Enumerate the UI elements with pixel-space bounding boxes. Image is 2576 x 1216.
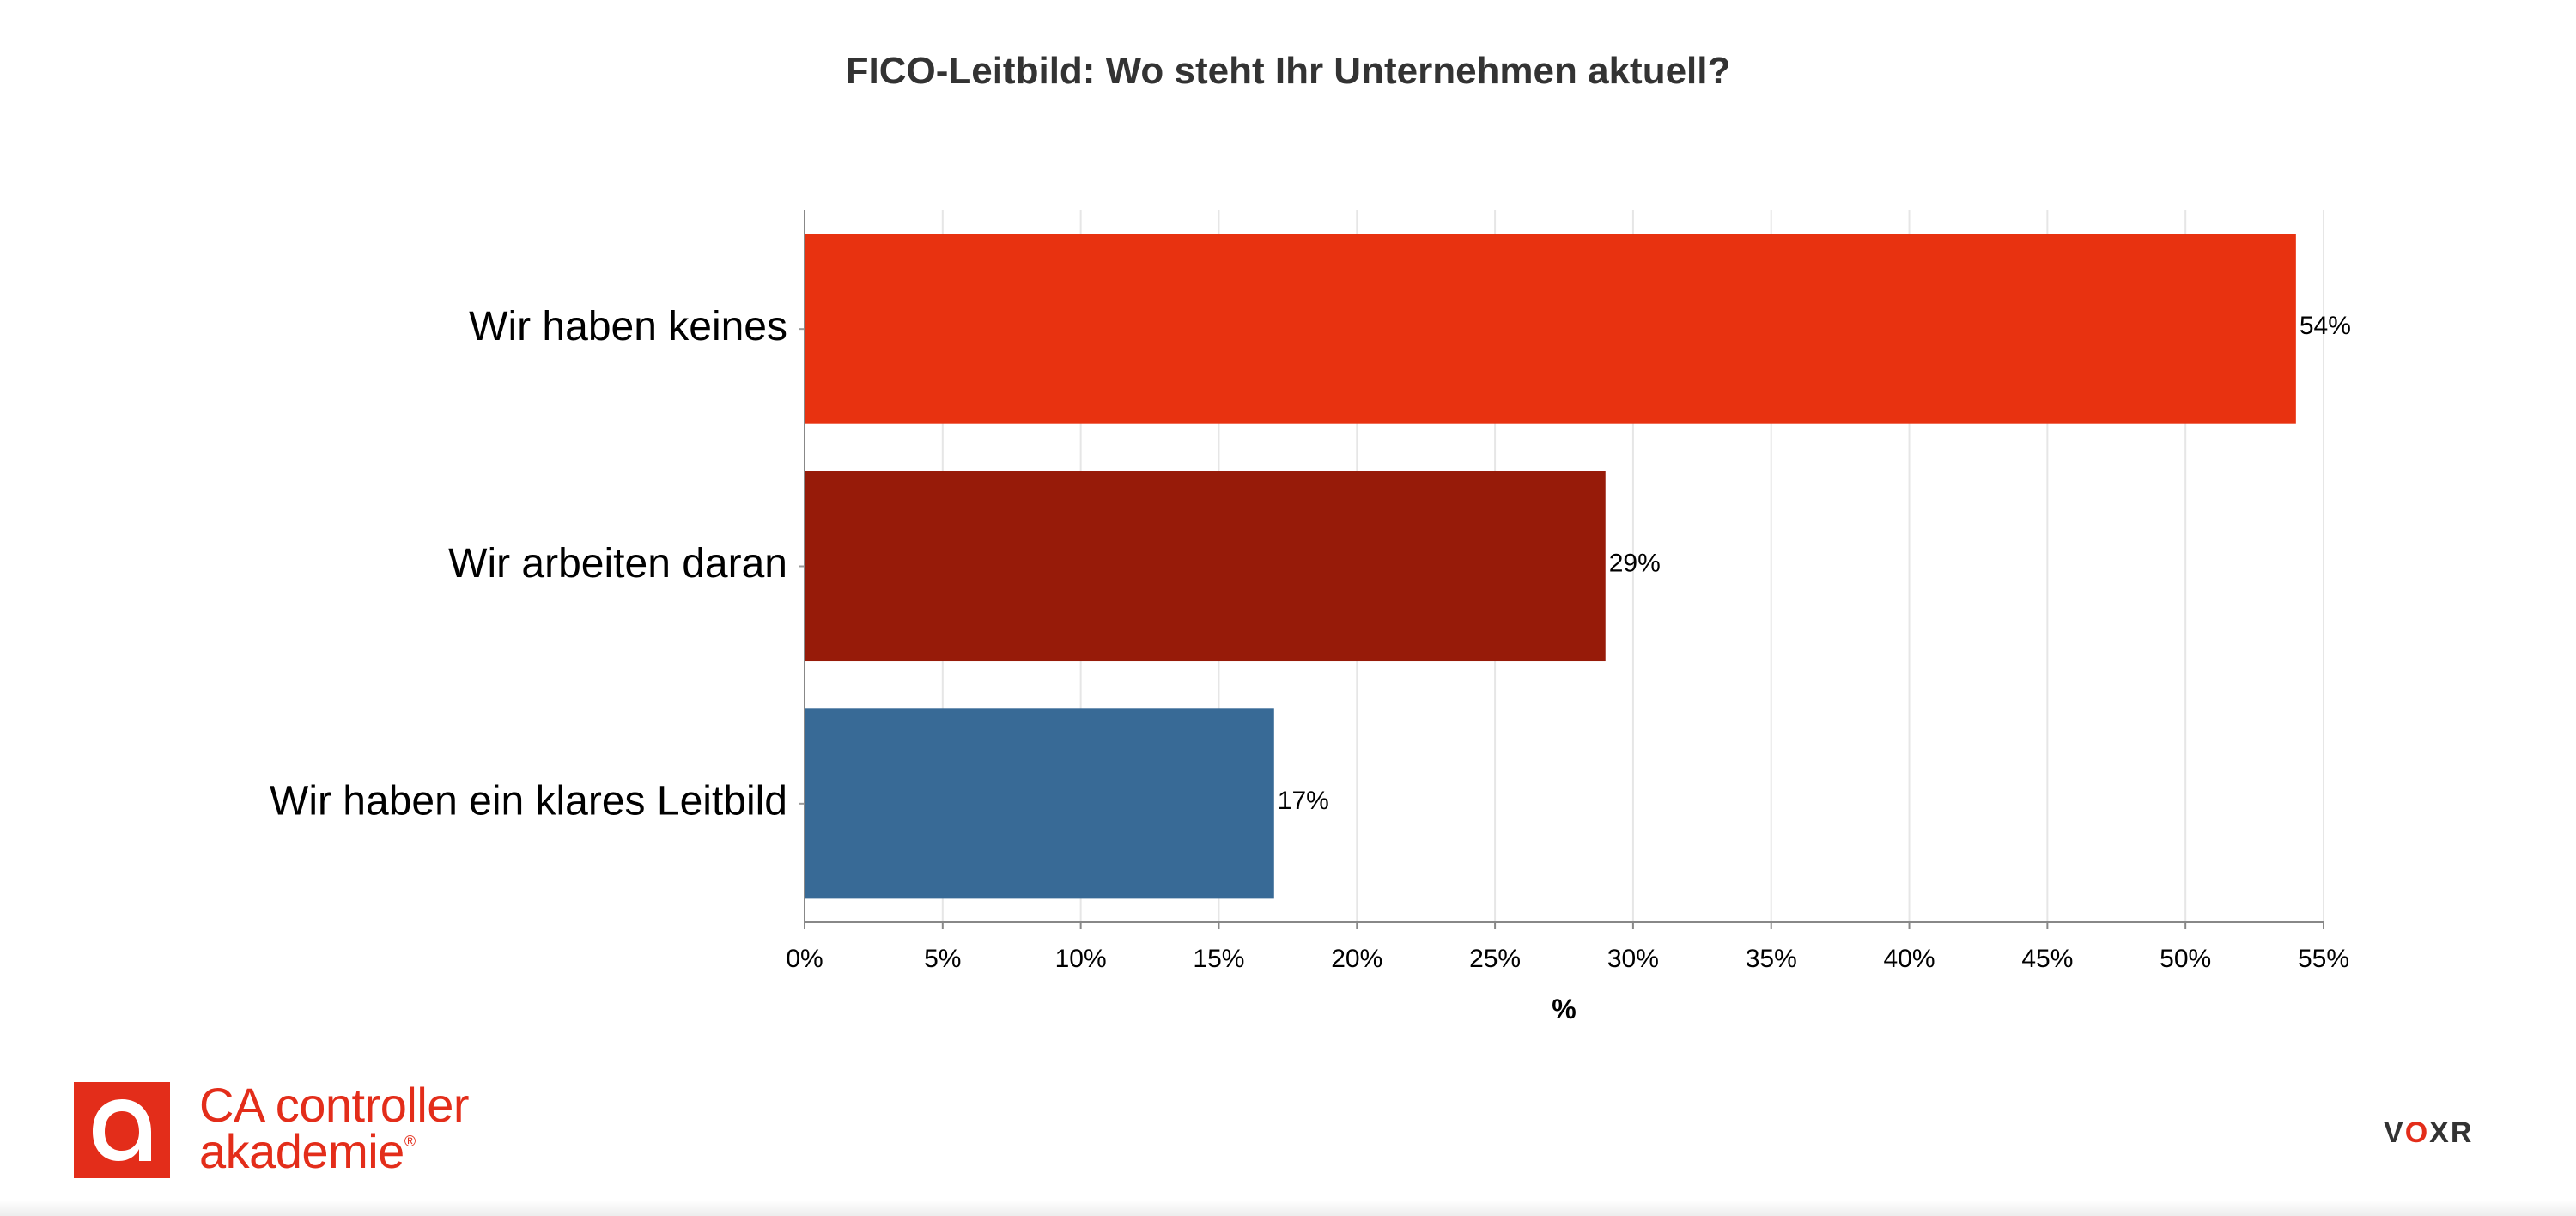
bar (805, 471, 1606, 662)
x-tick-label: 10% (1055, 945, 1107, 973)
bar (805, 234, 2296, 424)
x-tick-label: 35% (1746, 945, 1797, 973)
category-label: Wir haben keines (469, 304, 787, 350)
bar (805, 708, 1274, 899)
voxr-letters-xr: XR (2429, 1116, 2474, 1149)
registered-mark: ® (404, 1133, 416, 1150)
logo-text-line1: CA controller (199, 1078, 470, 1132)
x-tick-label: 0% (786, 945, 823, 973)
x-tick-label: 30% (1607, 945, 1659, 973)
category-label: Wir haben ein klares Leitbild (270, 779, 787, 824)
x-tick-label: 50% (2160, 945, 2211, 973)
bar-chart: 54% Wir haben keines 29% Wir arbeiten daran… (270, 210, 2351, 1024)
x-tick-label: 20% (1331, 945, 1382, 973)
data-label: 29% (1609, 549, 1661, 577)
logo-text-line2: akademie (199, 1124, 404, 1178)
x-axis-title: % (1552, 994, 1576, 1024)
x-tick-label: 25% (1469, 945, 1521, 973)
category-label: Wir arbeiten daran (448, 541, 787, 587)
voxr-letter-o: O (2404, 1116, 2430, 1149)
voxr-letter-v: V (2384, 1116, 2405, 1149)
x-tick-label: 55% (2298, 945, 2349, 973)
bottom-shadow-bar (0, 1201, 2576, 1216)
voxr-logo: VOXR (2384, 1116, 2473, 1150)
chart-title: FICO-Leitbild: Wo steht Ihr Unternehmen … (845, 50, 1731, 92)
ca-logo-icon (74, 1082, 170, 1178)
x-tick-label: 15% (1193, 945, 1244, 973)
data-label: 17% (1278, 787, 1329, 815)
x-tick-label: 40% (1884, 945, 1935, 973)
ca-controller-akademie-logo: CA controller akademie® (74, 1078, 503, 1181)
data-label: 54% (2300, 312, 2351, 340)
x-tick-label: 5% (924, 945, 961, 973)
x-tick-label: 45% (2021, 945, 2073, 973)
